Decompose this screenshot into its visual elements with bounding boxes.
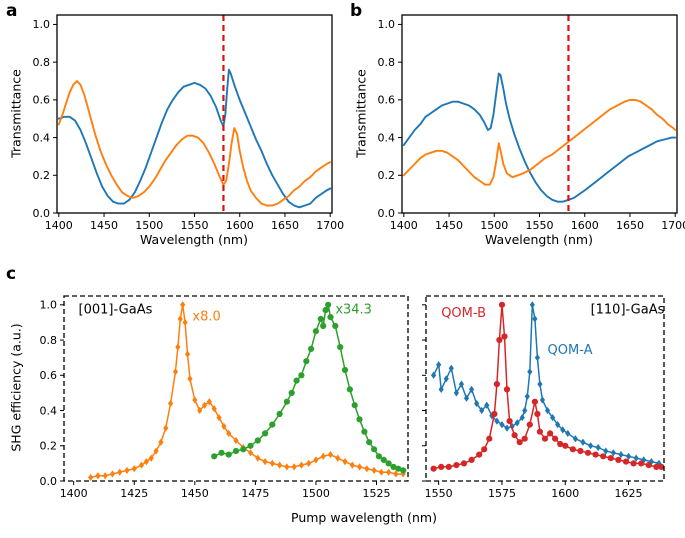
svg-text:[110]-GaAs: [110]-GaAs	[591, 303, 665, 318]
svg-text:0.4: 0.4	[378, 131, 396, 144]
panel-label-c: c	[6, 264, 17, 284]
svg-text:QOM-B: QOM-B	[441, 306, 486, 321]
svg-text:1650: 1650	[616, 219, 644, 232]
x-axis-label-a: Wavelength (nm)	[140, 232, 248, 247]
svg-text:1450: 1450	[181, 487, 209, 500]
svg-text:0.4: 0.4	[33, 131, 51, 144]
svg-text:1425: 1425	[120, 487, 148, 500]
svg-text:1.0: 1.0	[33, 18, 51, 31]
y-axis-label-a: Transmittance	[8, 69, 24, 158]
y-axis-label-c: SHG efficiency (a.u.)	[8, 323, 24, 452]
svg-text:1500: 1500	[480, 219, 508, 232]
svg-text:0.2: 0.2	[33, 169, 51, 182]
svg-text:1700: 1700	[661, 219, 685, 232]
panel-label-b: b	[350, 1, 363, 21]
panel-label-a: a	[6, 1, 18, 21]
svg-text:0.6: 0.6	[378, 94, 396, 107]
svg-text:0.8: 0.8	[33, 56, 51, 69]
svg-text:1550: 1550	[181, 219, 209, 232]
svg-text:0.2: 0.2	[378, 169, 396, 182]
svg-text:0.4: 0.4	[40, 404, 58, 417]
svg-text:1400: 1400	[45, 219, 73, 232]
svg-text:x8.0: x8.0	[192, 310, 220, 325]
svg-text:1550: 1550	[425, 487, 453, 500]
svg-text:1450: 1450	[435, 219, 463, 232]
svg-text:1400: 1400	[390, 219, 418, 232]
svg-text:0.0: 0.0	[33, 207, 51, 220]
svg-text:1700: 1700	[316, 219, 344, 232]
svg-text:x34.3: x34.3	[335, 303, 372, 318]
svg-text:1600: 1600	[226, 219, 254, 232]
svg-text:1550: 1550	[526, 219, 554, 232]
x-axis-label-b: Wavelength (nm)	[485, 232, 593, 247]
svg-text:1575: 1575	[488, 487, 516, 500]
svg-text:1600: 1600	[551, 487, 579, 500]
svg-text:1500: 1500	[302, 487, 330, 500]
svg-text:1400: 1400	[60, 487, 88, 500]
y-axis-label-b: Transmittance	[353, 69, 369, 158]
svg-text:1450: 1450	[90, 219, 118, 232]
svg-text:0.0: 0.0	[40, 475, 58, 488]
svg-text:[001]-GaAs: [001]-GaAs	[79, 303, 153, 318]
svg-text:1650: 1650	[271, 219, 299, 232]
svg-text:0.8: 0.8	[378, 56, 396, 69]
svg-text:0.8: 0.8	[40, 334, 58, 347]
svg-text:QOM-A: QOM-A	[548, 343, 593, 358]
svg-text:0.6: 0.6	[40, 369, 58, 382]
svg-text:1475: 1475	[241, 487, 269, 500]
svg-text:1.0: 1.0	[40, 299, 58, 312]
svg-text:0.6: 0.6	[33, 94, 51, 107]
svg-text:1.0: 1.0	[378, 18, 396, 31]
svg-text:0.0: 0.0	[378, 207, 396, 220]
svg-text:1625: 1625	[615, 487, 643, 500]
svg-text:0.2: 0.2	[40, 440, 58, 453]
svg-text:1525: 1525	[363, 487, 391, 500]
x-axis-label-c: Pump wavelength (nm)	[291, 510, 437, 525]
svg-text:1500: 1500	[135, 219, 163, 232]
svg-text:1600: 1600	[571, 219, 599, 232]
